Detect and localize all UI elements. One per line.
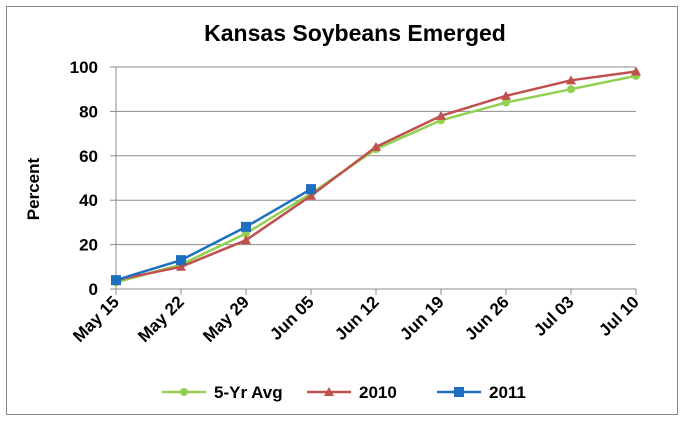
data-point xyxy=(241,221,251,232)
data-point xyxy=(631,66,641,76)
y-tick-labels: 0 20 40 60 80 100 xyxy=(70,58,98,299)
series-line xyxy=(115,188,312,282)
series-2011 xyxy=(111,184,316,286)
chart-title: Kansas Soybeans Emerged xyxy=(204,20,506,46)
y-tick-label: 0 xyxy=(89,280,98,299)
series-line xyxy=(115,70,637,282)
series-line xyxy=(115,74,637,284)
legend-label: 2011 xyxy=(489,383,526,402)
data-point xyxy=(567,85,575,94)
x-tick-label: May 15 xyxy=(69,292,123,346)
data-point xyxy=(241,235,251,245)
data-point xyxy=(111,275,121,286)
x-tick-labels: May 15 May 22 May 29 Jun 05 Jun 12 Jun 19 Jun … xyxy=(69,292,643,346)
data-point xyxy=(502,98,510,107)
data-point xyxy=(371,141,381,151)
series-layer xyxy=(111,66,641,287)
data-point xyxy=(306,190,316,200)
x-tick-label: Jul 03 xyxy=(530,292,578,340)
data-point xyxy=(176,255,186,266)
data-point xyxy=(306,184,316,195)
y-tick-label: 100 xyxy=(70,58,98,77)
x-tick-label: Jun 12 xyxy=(331,292,383,344)
data-point xyxy=(436,110,446,120)
x-tick-label: Jul 10 xyxy=(595,292,643,340)
data-point xyxy=(176,261,186,271)
legend-marker xyxy=(454,387,464,397)
grid-layer xyxy=(116,66,636,246)
x-tick-label: Jun 19 xyxy=(396,292,448,344)
y-axis-label: Percent xyxy=(24,157,43,220)
legend-item: 2010 xyxy=(307,383,397,402)
legend-marker xyxy=(180,388,188,396)
legend-item: 2011 xyxy=(437,383,526,402)
x-tick-label: May 22 xyxy=(134,292,188,346)
y-tick-label: 20 xyxy=(79,236,98,255)
data-point xyxy=(501,90,511,100)
axis-layer xyxy=(110,66,637,295)
x-tick-label: Jun 26 xyxy=(461,292,513,344)
y-tick-label: 40 xyxy=(79,191,98,210)
x-tick-label: May 29 xyxy=(199,292,253,346)
legend-item: 5-Yr Avg xyxy=(162,383,283,402)
chart-frame: Kansas Soybeans Emerged Percent 0 20 40 60 8… xyxy=(6,6,678,415)
y-tick-label: 80 xyxy=(79,102,98,121)
data-point xyxy=(566,75,576,85)
chart-svg: Kansas Soybeans Emerged Percent 0 20 40 60 8… xyxy=(24,20,643,402)
legend-marker xyxy=(324,387,334,396)
legend-label: 2010 xyxy=(359,383,397,402)
legend: 5-Yr Avg 2010 2011 xyxy=(162,383,526,402)
x-tick-label: Jun 05 xyxy=(266,292,318,344)
y-tick-label: 60 xyxy=(79,147,98,166)
legend-label: 5-Yr Avg xyxy=(214,383,283,402)
series-2010 xyxy=(111,66,641,285)
